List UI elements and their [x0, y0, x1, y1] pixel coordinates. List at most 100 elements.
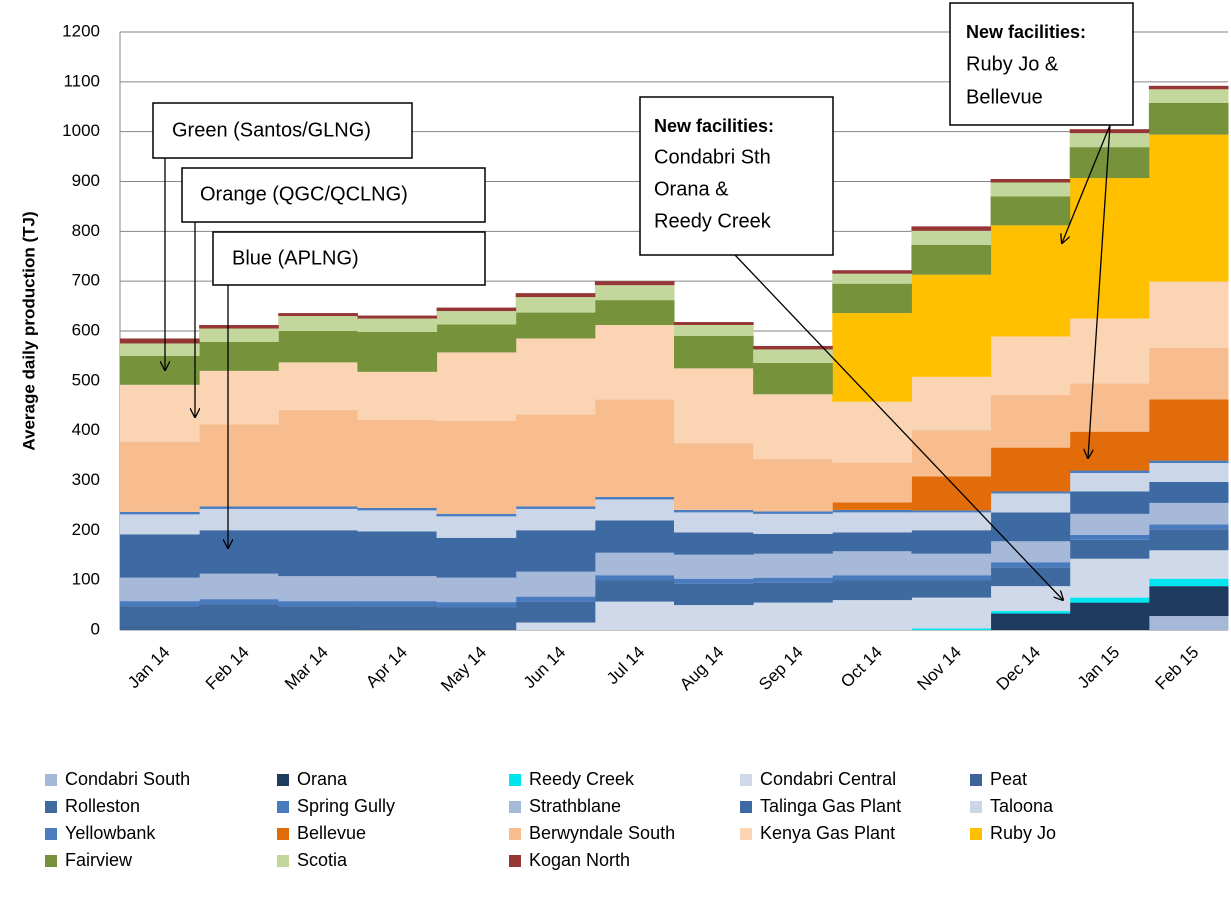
y-tick-label: 100: [72, 570, 100, 589]
annotation-text: Orange (QGC/QCLNG): [200, 183, 408, 205]
legend-swatch: [740, 801, 752, 813]
area-segment: [1148, 578, 1229, 587]
area-segment: [357, 318, 438, 332]
annotation-text: Reedy Creek: [654, 210, 772, 232]
area-segment: [515, 414, 596, 507]
area-segment: [120, 355, 200, 385]
legend-label: Reedy Creek: [529, 769, 635, 789]
area-segment: [1148, 399, 1229, 461]
area-segment: [199, 625, 279, 630]
area-segment: [1069, 470, 1150, 474]
area-segment: [594, 552, 675, 576]
area-segment: [199, 341, 279, 371]
legend-label: Fairview: [65, 850, 133, 870]
area-segment: [832, 509, 912, 513]
area-segment: [515, 571, 596, 597]
annotation-text: Ruby Jo &: [966, 53, 1059, 75]
area-segment: [436, 602, 517, 608]
legend-swatch: [509, 801, 521, 813]
area-segment: [990, 562, 1071, 568]
area-segment: [515, 338, 596, 415]
area-segment: [594, 399, 675, 497]
area-segment: [1069, 539, 1150, 559]
area-segment: [753, 533, 833, 554]
x-tick-label: Jan 14: [124, 643, 174, 693]
area-segment: [832, 283, 912, 314]
area-segment: [911, 244, 992, 275]
area-segment: [594, 499, 675, 521]
area-segment: [1069, 178, 1150, 319]
legend-label: Condabri South: [65, 769, 190, 789]
x-tick-label: Jan 15: [1074, 643, 1124, 693]
legend-swatch: [509, 828, 521, 840]
area-segment: [832, 273, 912, 284]
area-segment: [1148, 347, 1229, 400]
area-segment: [120, 577, 200, 602]
area-segment: [911, 580, 992, 598]
area-segment: [515, 508, 596, 531]
annotation-heading: New facilities:: [966, 22, 1086, 42]
area-segment: [515, 601, 596, 623]
area-segment: [515, 622, 596, 630]
arrow: [1062, 124, 1111, 243]
area-segment: [990, 567, 1071, 587]
legend-swatch: [509, 774, 521, 786]
area-segment: [1069, 473, 1150, 492]
area-segment: [911, 430, 992, 477]
area-segment: [1148, 89, 1229, 103]
x-tick-label: Apr 14: [362, 643, 411, 692]
area-segment: [911, 230, 992, 245]
area-segment: [753, 577, 833, 583]
area-segment: [911, 575, 992, 581]
x-tick-label: Nov 14: [913, 643, 965, 695]
area-segment: [990, 196, 1071, 226]
x-tick-label: Oct 14: [837, 643, 886, 692]
area-segment: [594, 601, 675, 630]
area-segment: [990, 541, 1071, 563]
area-segment: [674, 532, 754, 555]
legend-swatch: [970, 774, 982, 786]
legend-swatch: [45, 801, 57, 813]
area-segment: [594, 285, 675, 301]
area-segment: [753, 511, 833, 514]
area-segment: [120, 338, 200, 344]
area-segment: [594, 520, 675, 553]
area-segment: [1148, 102, 1229, 135]
area-segment: [199, 604, 279, 626]
legend-label: Orana: [297, 769, 348, 789]
area-segment: [674, 368, 754, 444]
area-segment: [832, 313, 912, 402]
area-segment: [199, 424, 279, 507]
area-segment: [990, 394, 1071, 448]
area-segment: [1069, 318, 1150, 384]
y-tick-label: 1200: [62, 21, 100, 40]
area-segment: [1069, 534, 1150, 540]
area-segment: [515, 506, 596, 509]
area-segment: [515, 312, 596, 339]
area-segment: [120, 343, 200, 356]
x-tick-label: Sep 14: [755, 643, 807, 695]
area-segment: [832, 551, 912, 576]
area-segment: [199, 573, 279, 600]
y-tick-label: 500: [72, 370, 100, 389]
legend-label: Scotia: [297, 850, 348, 870]
area-segment: [674, 335, 754, 369]
area-segment: [436, 352, 517, 421]
area-segment: [1148, 85, 1229, 90]
area-segment: [357, 627, 438, 630]
area-segment: [990, 493, 1071, 513]
annotation-text: Bellevue: [966, 86, 1043, 108]
area-segment: [1069, 602, 1150, 630]
y-tick-label: 1100: [63, 71, 100, 90]
plot-area: [120, 85, 1229, 630]
area-segment: [1069, 491, 1150, 514]
x-tick-label: Aug 14: [676, 643, 728, 695]
area-segment: [911, 553, 992, 576]
area-segment: [515, 293, 596, 298]
y-tick-label: 800: [72, 221, 100, 240]
area-segment: [120, 534, 200, 578]
area-segment: [357, 507, 438, 511]
legend-swatch: [277, 828, 289, 840]
area-segment: [911, 530, 992, 554]
